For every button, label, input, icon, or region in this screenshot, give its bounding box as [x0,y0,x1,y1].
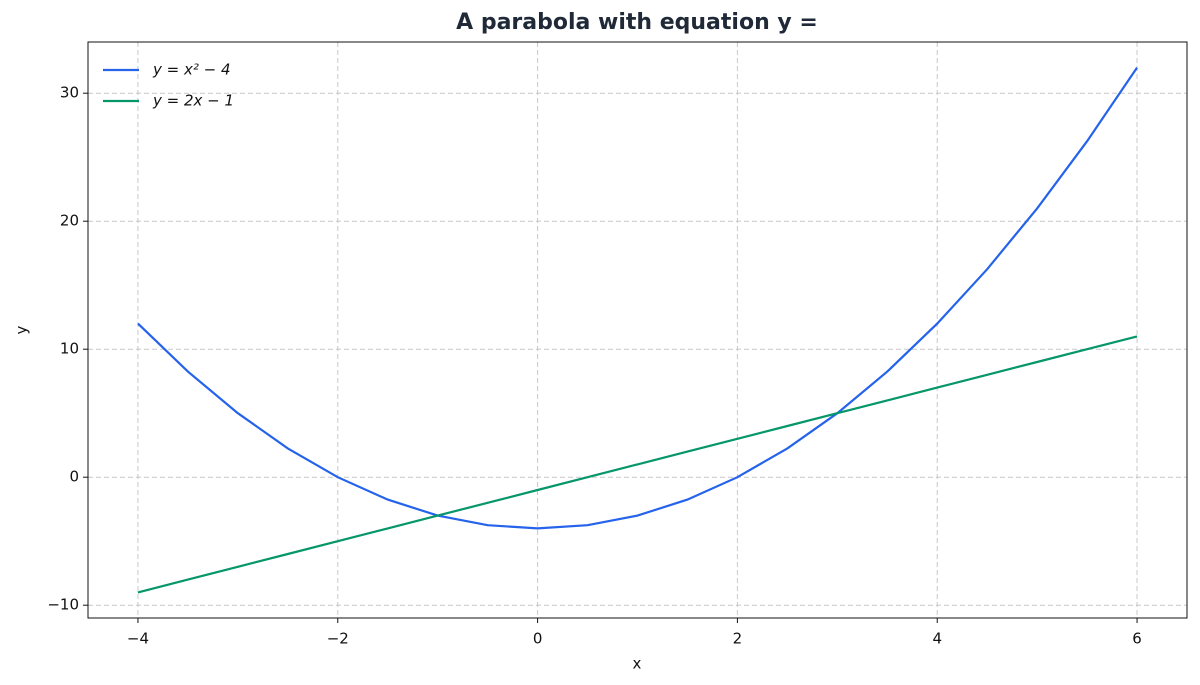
plot-frame [87,41,1188,619]
legend-label: y = x² − 4 [152,61,231,79]
y-tick-label: 0 [69,468,79,486]
y-tick-label: −10 [47,596,79,614]
x-tick-label: −2 [327,630,349,648]
x-tick-label: −4 [127,630,149,648]
x-tick-label: 4 [932,630,942,648]
x-tick-label: 0 [533,630,543,648]
chart-title: A parabola with equation y = [456,10,818,35]
legend-label: y = 2x − 1 [152,92,234,110]
y-tick-label: 30 [60,84,79,102]
x-axis-label: x [633,655,642,673]
series-line [137,66,1138,530]
series-line [137,335,1138,594]
y-tick-label: 10 [60,340,79,358]
y-axis-label: y [13,325,31,334]
x-tick-label: 2 [733,630,743,648]
y-tick-label: 20 [60,212,79,230]
x-tick-label: 6 [1132,630,1142,648]
